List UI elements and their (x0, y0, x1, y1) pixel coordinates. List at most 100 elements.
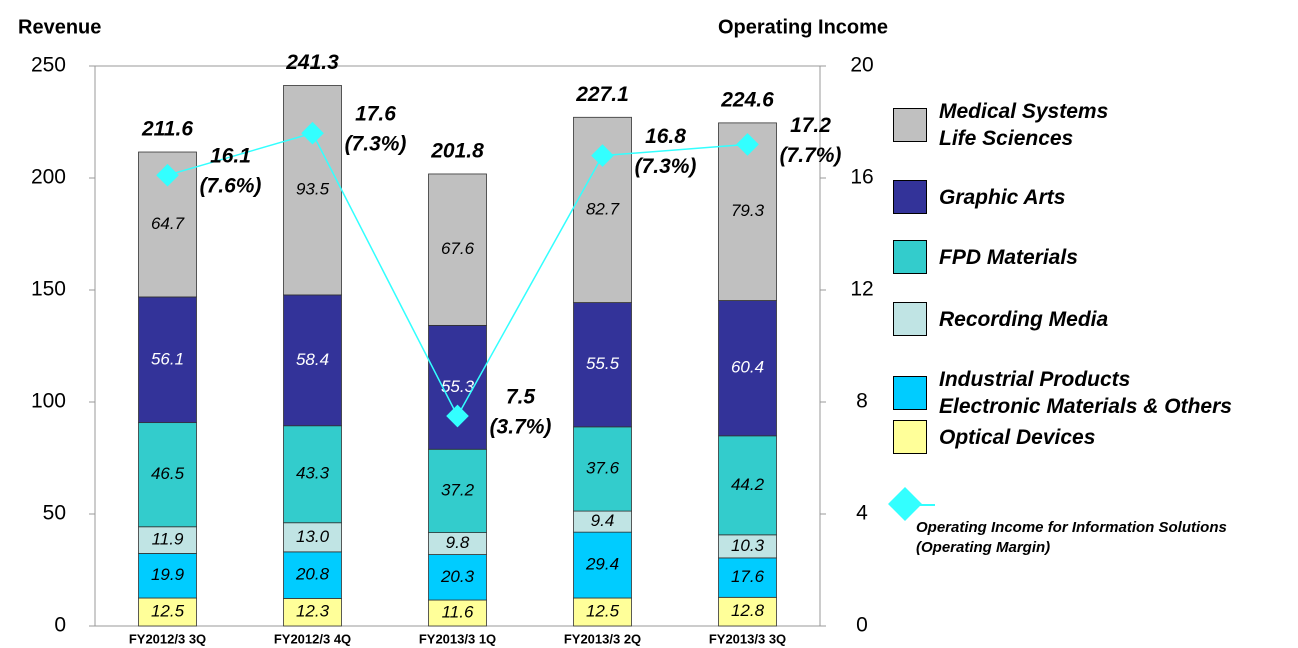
bar-segment (283, 598, 342, 627)
y2-tick-label: 16 (850, 166, 873, 189)
y-tick-label: 250 (31, 54, 66, 77)
data-label: 67.6 (441, 239, 475, 258)
total-label: 241.3 (285, 51, 339, 74)
data-label: 79.3 (731, 201, 765, 220)
data-label: 37.6 (586, 458, 620, 477)
data-label: 13.0 (296, 527, 330, 546)
x-tick-label: FY2013/3 3Q (709, 631, 786, 646)
y2-tick-label: 12 (850, 278, 873, 301)
data-label: 12.3 (296, 602, 330, 621)
y-axis-label: Revenue (18, 16, 101, 38)
data-label: 55.3 (441, 377, 475, 396)
margin-label: (7.3%) (345, 133, 407, 156)
y-tick-label: 100 (31, 390, 66, 413)
data-label: 56.1 (151, 349, 184, 368)
total-label: 211.6 (141, 118, 193, 141)
total-label: 201.8 (430, 140, 484, 163)
legend-swatch (893, 420, 927, 454)
legend-label: Optical Devices (939, 425, 1096, 449)
legend-item: Graphic Arts (893, 180, 1065, 214)
legend-item: Industrial Products Electronic Materials… (893, 366, 1232, 420)
data-label: 12.5 (586, 601, 620, 620)
legend-label: Recording Media (939, 307, 1109, 331)
y2-tick-label: 8 (856, 390, 868, 413)
margin-label: (7.6%) (200, 175, 262, 198)
bar-segment (573, 597, 632, 627)
y-tick-label: 150 (31, 278, 66, 301)
data-label: 46.5 (151, 464, 185, 483)
bar-segment (428, 324, 487, 450)
bar-segment (573, 426, 632, 512)
data-label: 10.3 (731, 536, 765, 555)
y-tick-label: 50 (43, 502, 66, 525)
data-label: 37.2 (441, 480, 475, 499)
bar-segment (718, 300, 777, 437)
data-label: 60.4 (731, 358, 764, 377)
bar-segment (718, 596, 777, 627)
data-label: 55.5 (586, 354, 620, 373)
data-label: 17.6 (731, 567, 765, 586)
bar-segment (138, 296, 197, 424)
data-label: 44.2 (731, 475, 765, 494)
line-value-label: 17.2 (790, 114, 831, 137)
total-label: 224.6 (720, 88, 774, 111)
legend-swatch (893, 108, 927, 142)
legend-label: Operating Income for Information Solutio… (916, 519, 1227, 556)
x-tick-label: FY2012/3 3Q (129, 631, 206, 646)
x-tick-label: FY2013/3 1Q (419, 631, 496, 646)
bar-segment (283, 294, 342, 427)
legend-label: Graphic Arts (939, 185, 1066, 209)
y2-tick-label: 0 (856, 614, 868, 637)
x-tick-label: FY2012/3 4Q (274, 631, 351, 646)
x-tick-label: FY2013/3 2Q (564, 631, 641, 646)
data-label: 82.7 (586, 199, 620, 218)
line-value-label: 7.5 (506, 386, 536, 409)
bar-segment (428, 599, 487, 627)
legend-label: Industrial Products Electronic Materials… (939, 368, 1232, 418)
legend-item: Optical Devices (893, 420, 1095, 454)
margin-label: (3.7%) (490, 416, 552, 439)
bar-segment (283, 522, 342, 553)
line-value-label: 16.8 (645, 125, 686, 148)
bar-segment (138, 526, 197, 554)
legend-swatch (893, 180, 927, 214)
legend-item: Recording Media (893, 302, 1108, 336)
data-label: 19.9 (151, 565, 185, 584)
legend-marker (888, 487, 922, 521)
legend-swatch (893, 240, 927, 274)
y2-axis-label: Operating Income (718, 16, 888, 38)
line-value-label: 17.6 (355, 103, 396, 126)
legend-swatch (893, 302, 927, 336)
data-label: 20.8 (295, 565, 330, 584)
data-label: 11.9 (152, 530, 184, 549)
y-tick-label: 200 (31, 166, 66, 189)
legend-item: Operating Income for Information Solutio… (908, 478, 1227, 558)
line-marker (446, 404, 469, 428)
legend-swatch (893, 376, 927, 410)
legend-label: FPD Materials (939, 245, 1078, 269)
data-label: 11.6 (442, 602, 474, 621)
data-label: 12.8 (731, 601, 765, 620)
bar-segment (283, 425, 342, 524)
y2-tick-label: 20 (850, 54, 873, 77)
data-label: 58.4 (296, 350, 329, 369)
legend-item: FPD Materials (893, 240, 1078, 274)
data-label: 12.5 (151, 601, 185, 620)
margin-label: (7.7%) (780, 144, 842, 167)
data-label: 20.3 (440, 567, 475, 586)
bar-segment (138, 553, 197, 599)
bar-segment (718, 435, 777, 536)
data-label: 9.4 (591, 511, 615, 530)
bar-segment (283, 85, 342, 296)
legend-item: Medical Systems Life Sciences (893, 98, 1108, 152)
margin-label: (7.3%) (635, 155, 697, 178)
data-label: 9.8 (446, 533, 470, 552)
y2-tick-label: 4 (856, 502, 868, 525)
bar-segment (428, 448, 487, 533)
data-label: 43.3 (296, 464, 330, 483)
line-value-label: 16.1 (210, 145, 251, 168)
bar-segment (428, 554, 487, 601)
y-tick-label: 0 (54, 614, 66, 637)
